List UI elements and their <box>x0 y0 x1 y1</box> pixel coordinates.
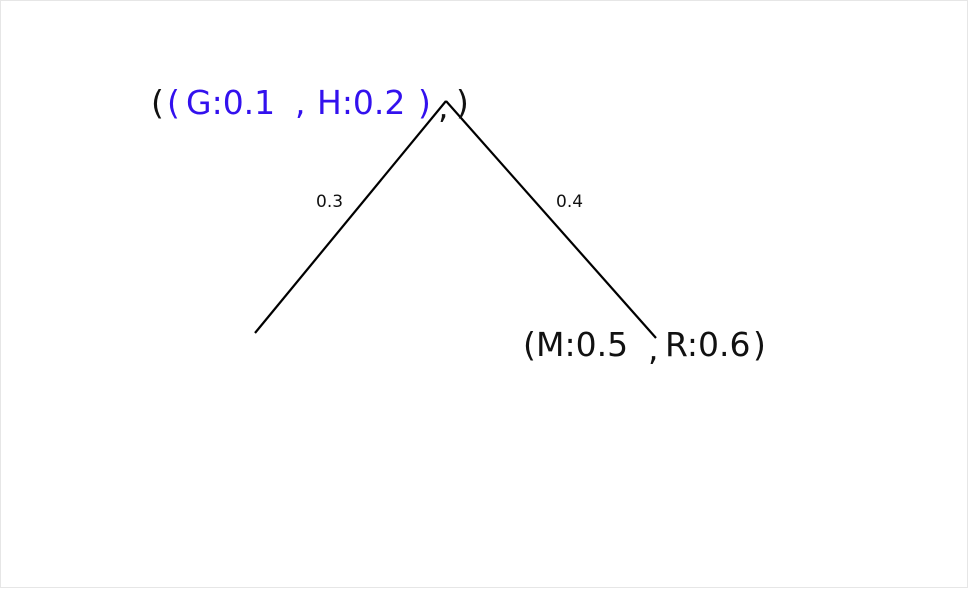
node-label-r: R:0.6 <box>665 325 751 364</box>
edge-right <box>445 100 657 339</box>
inner-close-paren: ) <box>418 83 431 122</box>
leaf-comma: , <box>648 329 659 368</box>
edge-left <box>254 100 447 334</box>
node-label-m: M:0.5 <box>536 325 629 364</box>
inner-comma: , <box>295 83 306 122</box>
leaf-close-paren: ) <box>753 325 766 364</box>
node-label-g: G:0.1 <box>186 83 276 122</box>
leaf-open-paren: ( <box>523 325 536 364</box>
root-open-paren: ( <box>151 83 164 122</box>
edge-right-label: 0.4 <box>556 192 584 212</box>
outer-comma: , <box>438 87 449 126</box>
edge-left-label: 0.3 <box>316 192 344 212</box>
node-label-h: H:0.2 <box>317 83 406 122</box>
inner-open-paren: ( <box>167 83 180 122</box>
root-close-paren: ) <box>456 83 469 122</box>
